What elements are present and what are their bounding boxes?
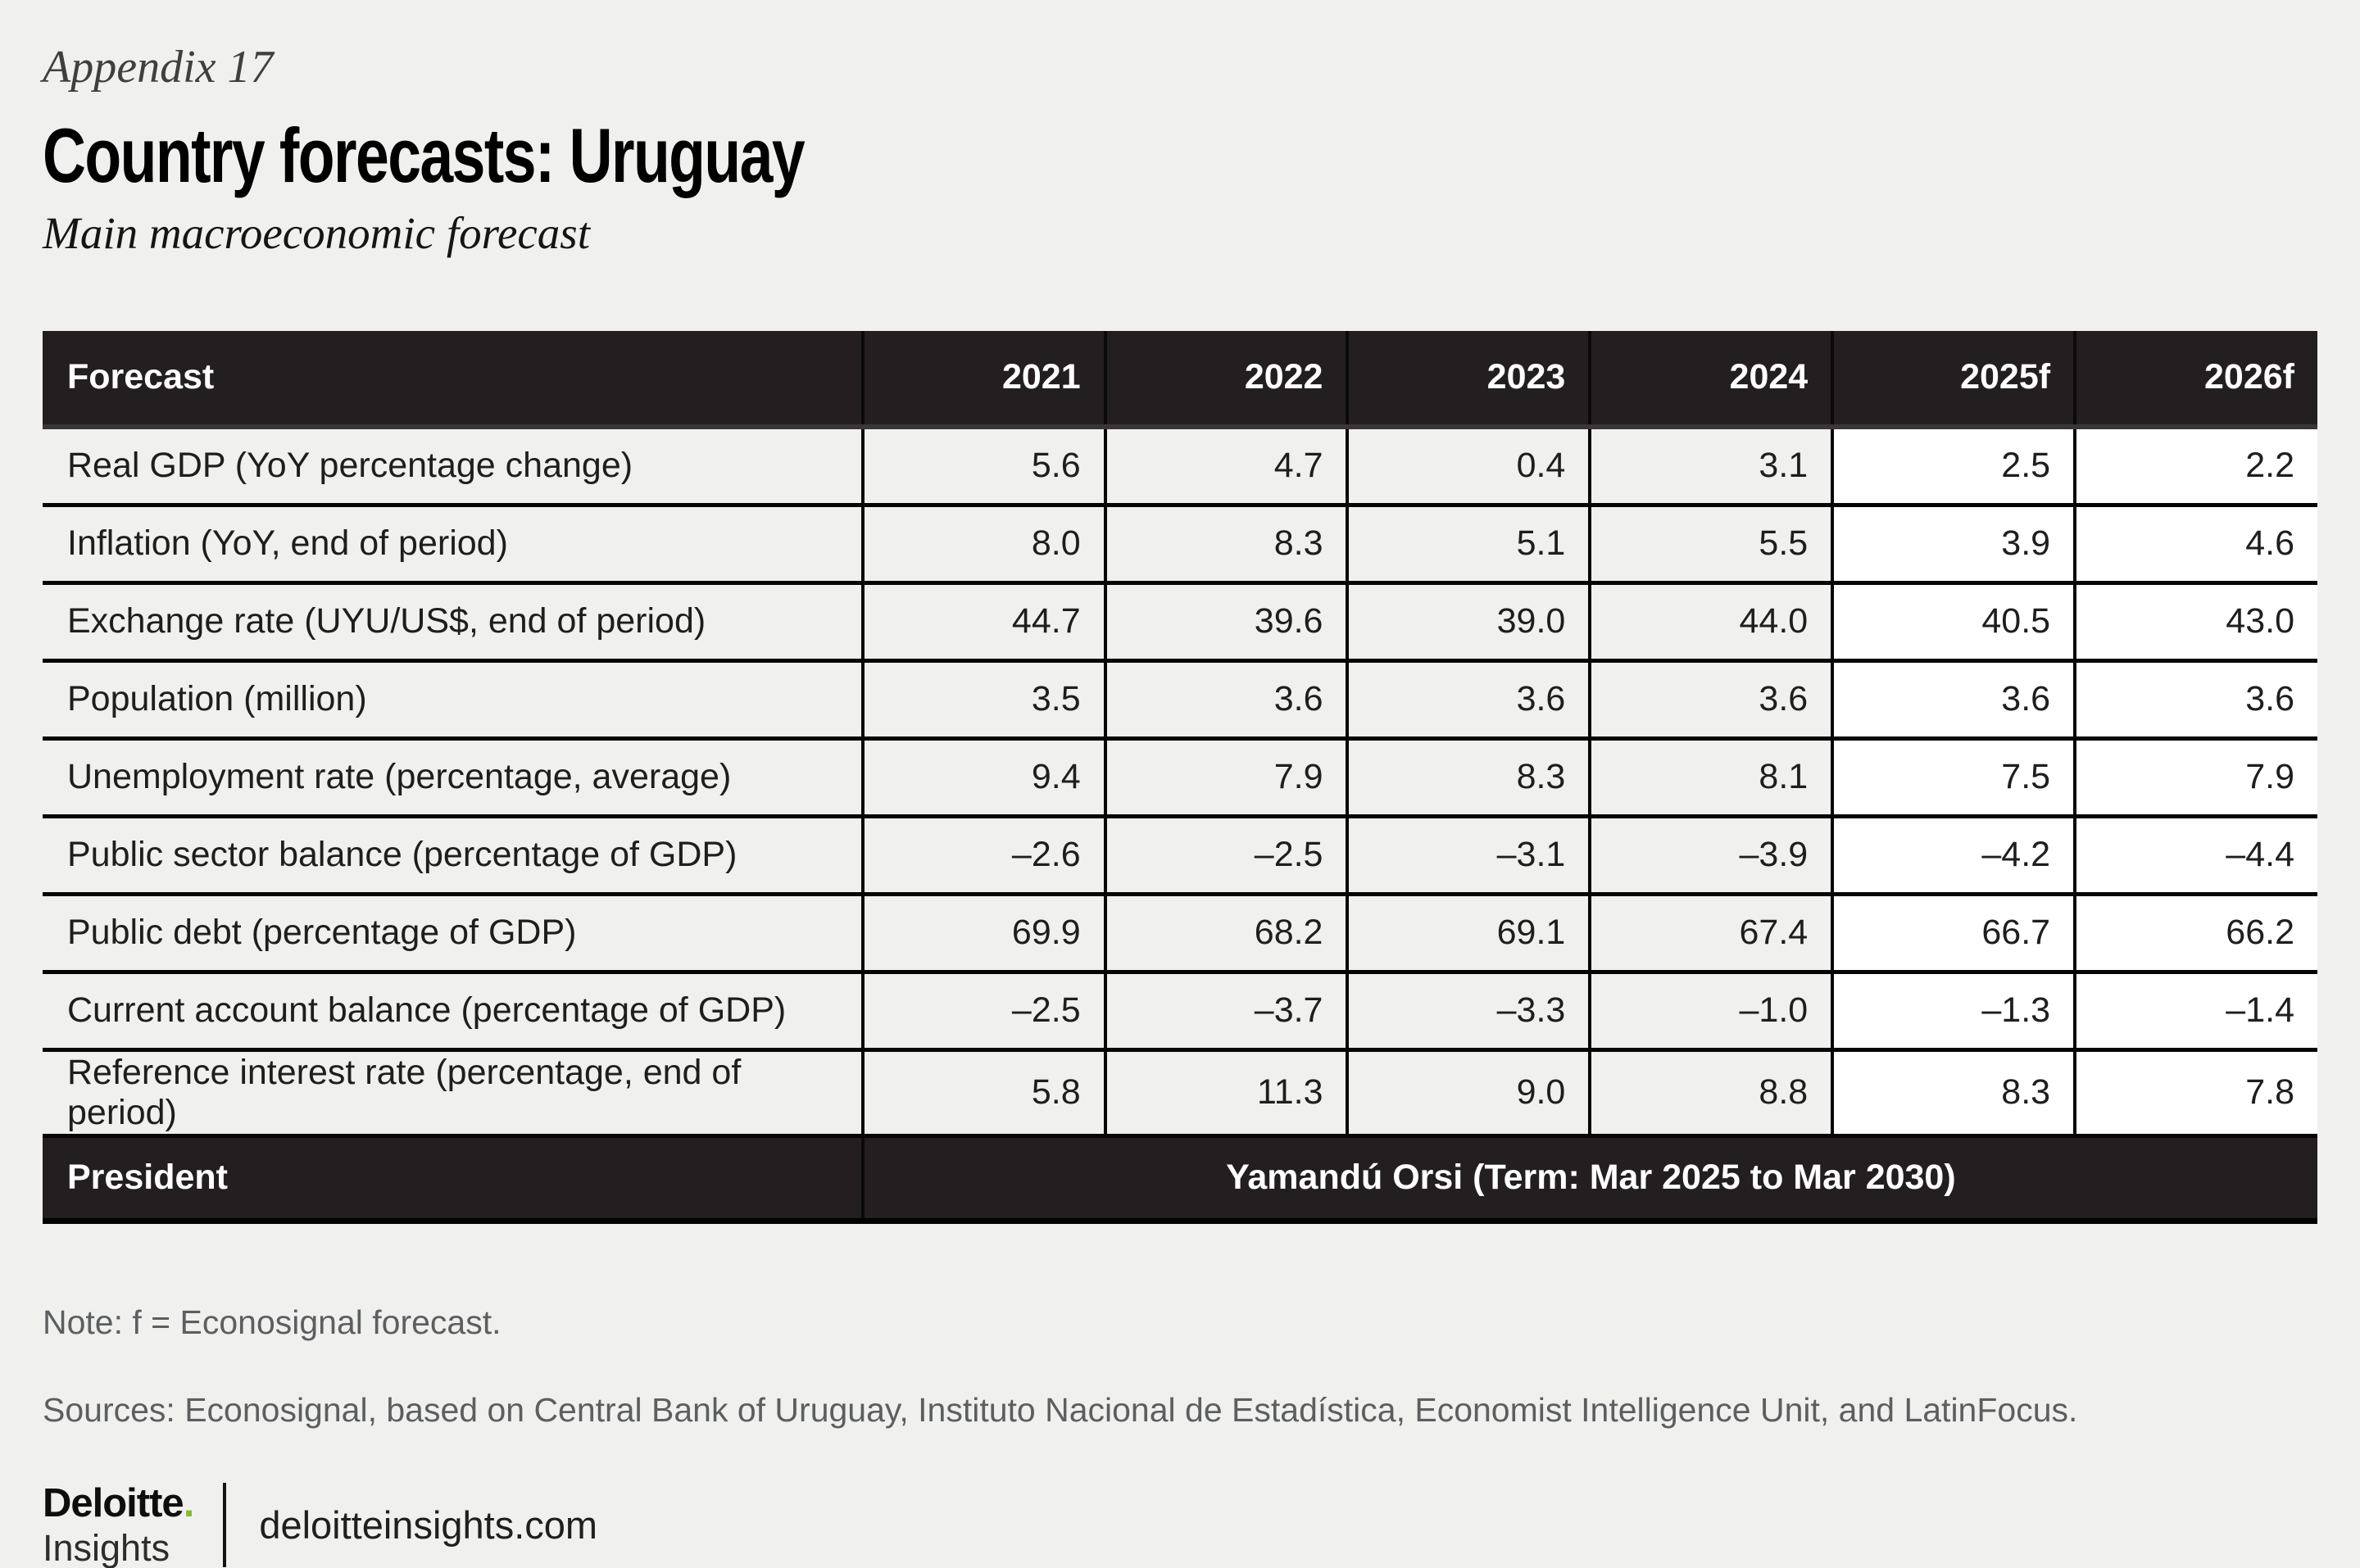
- table-cell: 3.9: [1831, 505, 2076, 585]
- table-note: Note: f = Econosignal forecast.: [43, 1303, 502, 1341]
- table-cell: 3.1: [1588, 426, 1833, 507]
- table-row: Inflation (YoY, end of period) 8.0 8.3 5.1 5…: [43, 505, 2317, 585]
- table-cell: 5.6: [860, 426, 1105, 507]
- table-header-row: Forecast 2021 2022 2023 2024 2025f 2026f: [43, 330, 2317, 429]
- table-cell: 8.8: [1588, 1049, 1833, 1138]
- insights-wordmark: Insights: [43, 1526, 170, 1568]
- table-row: Reference interest rate (percentage, end…: [43, 1049, 2317, 1138]
- column-header-forecast: Forecast: [43, 330, 863, 429]
- table-row: Public sector balance (percentage of GDP…: [43, 816, 2317, 896]
- table-cell: –3.7: [1103, 972, 1348, 1052]
- table-cell: 3.6: [2073, 660, 2317, 741]
- table-cell: 8.3: [1831, 1049, 2076, 1138]
- row-label: Population (million): [43, 660, 863, 741]
- row-label: Public sector balance (percentage of GDP…: [43, 816, 863, 896]
- table-cell: –3.1: [1346, 816, 1591, 896]
- column-header-2023: 2023: [1346, 330, 1591, 429]
- deloitte-green-dot: .: [183, 1481, 195, 1526]
- row-label: Real GDP (YoY percentage change): [43, 426, 863, 507]
- table-cell: 3.6: [1346, 660, 1591, 741]
- table-cell: 7.8: [2073, 1049, 2317, 1138]
- deloitte-insights-logo: Deloitte. Insights: [43, 1481, 195, 1568]
- table-cell: 7.9: [1103, 738, 1348, 818]
- page-title: Country forecasts: Uruguay: [43, 112, 2317, 199]
- deloitte-wordmark: Deloitte.: [43, 1481, 195, 1526]
- table-cell: 39.6: [1103, 582, 1348, 663]
- table-row: Exchange rate (UYU/US$, end of period) 44…: [43, 582, 2317, 663]
- table-cell: 3.6: [1103, 660, 1348, 741]
- table-cell: 66.7: [1831, 894, 2076, 974]
- table-cell: 7.9: [2073, 738, 2317, 818]
- table-cell: 44.0: [1588, 582, 1833, 663]
- table-cell: –2.6: [860, 816, 1105, 896]
- forecast-table: Forecast 2021 2022 2023 2024 2025f 2026f…: [43, 330, 2317, 1224]
- table-cell: 3.6: [1831, 660, 2076, 741]
- table-cell: –1.4: [2073, 972, 2317, 1052]
- table-cell: –2.5: [860, 972, 1105, 1052]
- table-cell: 8.1: [1588, 738, 1833, 818]
- table-cell: –4.2: [1831, 816, 2076, 896]
- column-header-2026f: 2026f: [2073, 330, 2317, 429]
- table-cell: 11.3: [1103, 1049, 1348, 1138]
- row-label: Public debt (percentage of GDP): [43, 894, 863, 974]
- table-cell: 3.5: [860, 660, 1105, 741]
- row-label: Unemployment rate (percentage, average): [43, 738, 863, 818]
- footer-divider: [223, 1483, 227, 1568]
- table-cell: –4.4: [2073, 816, 2317, 896]
- table-cell: 8.3: [1103, 505, 1348, 585]
- table-row: Real GDP (YoY percentage change) 5.6 4.7 0.…: [43, 426, 2317, 507]
- footer-site-url: deloitteinsights.com: [259, 1503, 598, 1548]
- table-cell: 67.4: [1588, 894, 1833, 974]
- table-cell: 39.0: [1346, 582, 1591, 663]
- table-cell: 2.5: [1831, 426, 2076, 507]
- column-header-2024: 2024: [1588, 330, 1833, 429]
- column-header-2021: 2021: [860, 330, 1105, 429]
- table-cell: 43.0: [2073, 582, 2317, 663]
- deloitte-wordmark-text: Deloitte: [43, 1481, 184, 1526]
- page-title-text: Country forecasts: Uruguay: [43, 112, 806, 199]
- table-cell: 8.3: [1346, 738, 1591, 818]
- table-cell: –1.3: [1831, 972, 2076, 1052]
- table-cell: 5.5: [1588, 505, 1833, 585]
- table-cell: 40.5: [1831, 582, 2076, 663]
- page-subtitle: Main macroeconomic forecast: [43, 207, 590, 258]
- table-cell: –1.0: [1588, 972, 1833, 1052]
- president-row-value: Yamandú Orsi (Term: Mar 2025 to Mar 2030…: [860, 1135, 2317, 1224]
- row-label: Current account balance (percentage of G…: [43, 972, 863, 1052]
- table-cell: –2.5: [1103, 816, 1348, 896]
- column-header-2025f: 2025f: [1831, 330, 2076, 429]
- table-cell: 68.2: [1103, 894, 1348, 974]
- column-header-2022: 2022: [1103, 330, 1348, 429]
- footer-brand: Deloitte. Insights deloitteinsights.com: [43, 1483, 2317, 1567]
- table-cell: 4.7: [1103, 426, 1348, 507]
- table-cell: 44.7: [860, 582, 1105, 663]
- table-cell: 66.2: [2073, 894, 2317, 974]
- appendix-label: Appendix 17: [43, 42, 274, 93]
- row-label: Inflation (YoY, end of period): [43, 505, 863, 585]
- table-row: Public debt (percentage of GDP) 69.9 68.2 6…: [43, 894, 2317, 974]
- table-sources: Sources: Econosignal, based on Central B…: [43, 1391, 2078, 1430]
- table-cell: 0.4: [1346, 426, 1591, 507]
- president-row-label: President: [43, 1135, 863, 1224]
- president-row: President Yamandú Orsi (Term: Mar 2025 t…: [43, 1135, 2317, 1224]
- table-row: Unemployment rate (percentage, average) 9…: [43, 738, 2317, 818]
- row-label: Reference interest rate (percentage, end…: [43, 1049, 863, 1138]
- table-cell: 3.6: [1588, 660, 1833, 741]
- table-cell: 7.5: [1831, 738, 2076, 818]
- table-row: Population (million) 3.5 3.6 3.6 3.6 3.6 3.6: [43, 660, 2317, 741]
- table-cell: 69.9: [860, 894, 1105, 974]
- table-cell: 2.2: [2073, 426, 2317, 507]
- table-cell: 5.1: [1346, 505, 1591, 585]
- table-cell: –3.3: [1346, 972, 1591, 1052]
- table-cell: 9.4: [860, 738, 1105, 818]
- row-label: Exchange rate (UYU/US$, end of period): [43, 582, 863, 663]
- table-cell: –3.9: [1588, 816, 1833, 896]
- table-row: Current account balance (percentage of G…: [43, 972, 2317, 1052]
- table-cell: 5.8: [860, 1049, 1105, 1138]
- table-cell: 4.6: [2073, 505, 2317, 585]
- table-cell: 8.0: [860, 505, 1105, 585]
- table-cell: 9.0: [1346, 1049, 1591, 1138]
- table-cell: 69.1: [1346, 894, 1591, 974]
